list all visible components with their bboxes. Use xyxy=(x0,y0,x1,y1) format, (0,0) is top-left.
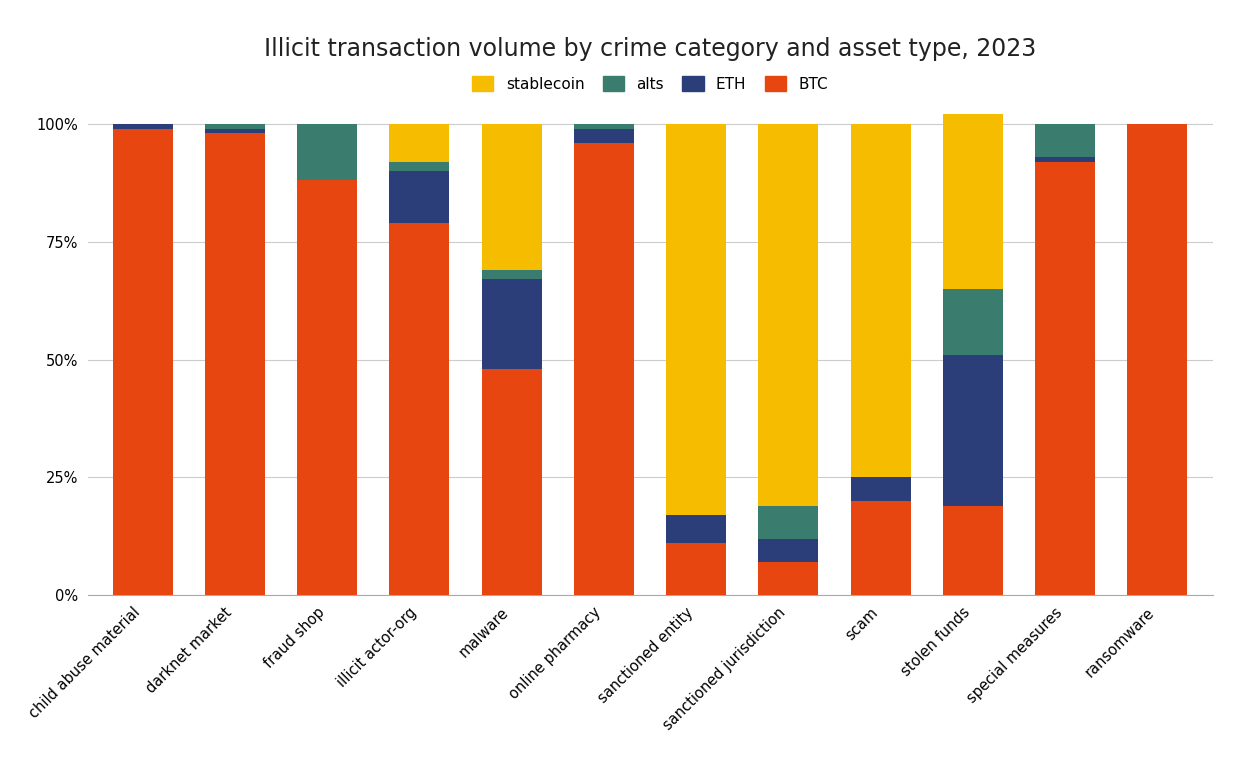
Bar xyxy=(390,171,450,223)
Bar xyxy=(666,543,726,595)
Bar xyxy=(298,180,358,595)
Bar xyxy=(390,223,450,595)
Bar xyxy=(481,369,541,595)
Bar xyxy=(850,478,910,501)
Bar xyxy=(942,506,1002,595)
Bar xyxy=(481,124,541,270)
Bar xyxy=(205,134,265,595)
Bar xyxy=(942,355,1002,506)
Bar xyxy=(112,124,173,129)
Bar xyxy=(759,562,819,595)
Bar xyxy=(942,0,1002,289)
Title: Illicit transaction volume by crime category and asset type, 2023: Illicit transaction volume by crime cate… xyxy=(264,37,1036,61)
Bar xyxy=(112,129,173,595)
Bar xyxy=(205,129,265,134)
Bar xyxy=(481,279,541,369)
Bar xyxy=(390,162,450,171)
Bar xyxy=(666,515,726,543)
Bar xyxy=(1035,157,1095,162)
Bar xyxy=(759,124,819,506)
Bar xyxy=(942,289,1002,355)
Bar xyxy=(390,124,450,162)
Bar xyxy=(1035,124,1095,157)
Bar xyxy=(481,270,541,279)
Bar xyxy=(666,124,726,515)
Bar xyxy=(574,129,634,143)
Bar xyxy=(298,124,358,180)
Bar xyxy=(574,143,634,595)
Bar xyxy=(759,506,819,539)
Bar xyxy=(574,124,634,129)
Bar xyxy=(205,124,265,129)
Legend: stablecoin, alts, ETH, BTC: stablecoin, alts, ETH, BTC xyxy=(472,76,828,92)
Bar xyxy=(850,501,910,595)
Bar xyxy=(759,539,819,562)
Bar xyxy=(1128,124,1188,595)
Bar xyxy=(1035,162,1095,595)
Bar xyxy=(850,124,910,478)
